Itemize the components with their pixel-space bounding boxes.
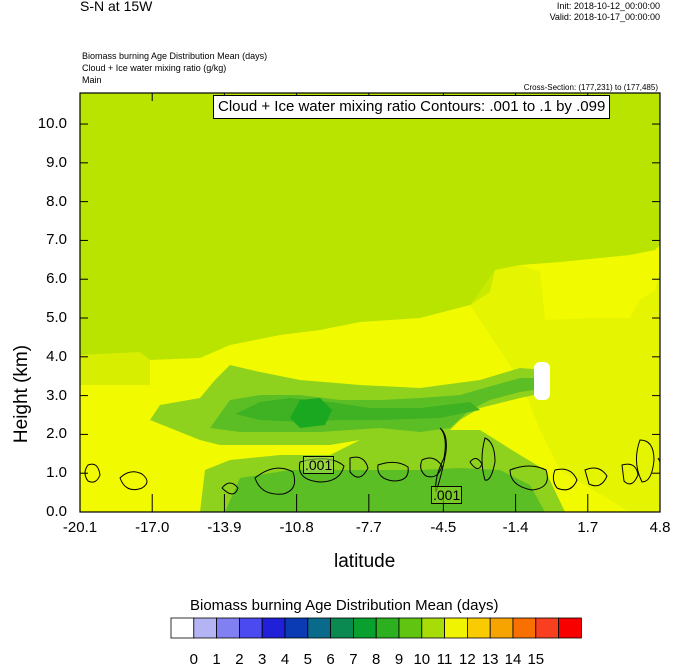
y-tick-label: 1.0 (46, 464, 67, 482)
colorbar-tick-label: 12 (459, 651, 476, 668)
page-title: S-N at 15W (80, 0, 153, 14)
y-tick-label: 9.0 (46, 153, 67, 171)
colorbar-tick-label: 1 (212, 651, 221, 668)
y-tick-label: 4.0 (46, 347, 67, 365)
contour-label: .001 (431, 486, 463, 504)
cross-section-label: Cross-Section: (177,231) to (177,485) (523, 83, 658, 92)
colorbar-tick-label: 2 (235, 651, 244, 668)
field-contour: Cloud + Ice water mixing ratio (g/kg) (82, 63, 227, 73)
colorbar-tick-label: 14 (504, 651, 522, 668)
x-tick-label: -20.1 (62, 519, 98, 536)
y-tick-label: 5.0 (46, 309, 67, 327)
time-info: Init: 2018-10-12_00:00:00 Valid: 2018-10… (550, 1, 660, 23)
colorbar-tick-label: 5 (303, 651, 312, 668)
colorbar-title: Biomass burning Age Distribution Mean (d… (190, 597, 499, 614)
colorbar-tick-label: 9 (394, 651, 404, 668)
contour-legend-label: Cloud + Ice water mixing ratio Contours:… (213, 95, 611, 119)
x-tick-label: 4.8 (649, 519, 671, 536)
colorbar-tick-label: 13 (481, 651, 499, 668)
colorbar-tick-label: 10 (413, 651, 431, 668)
colorbar-tick-label: 15 (527, 651, 545, 668)
heatmap-fill (80, 93, 660, 512)
x-tick-label: -13.9 (207, 519, 242, 536)
y-tick-label: 6.0 (46, 270, 67, 288)
init-time: Init: 2018-10-12_00:00:00 (556, 1, 660, 11)
valid-time: Valid: 2018-10-17_00:00:00 (549, 12, 660, 22)
colorbar-tick-label: 6 (326, 651, 335, 668)
x-tick-label: -17.0 (135, 519, 170, 536)
x-tick-label: -1.4 (502, 519, 529, 536)
x-tick-label: 1.7 (577, 519, 599, 536)
x-tick-label: -10.8 (279, 519, 314, 536)
x-tick-label: -4.5 (430, 519, 457, 536)
colorbar-tick-label: 0 (189, 651, 198, 668)
plot-frame (79, 92, 661, 513)
y-tick-label: 0.0 (46, 503, 67, 520)
field-info: Biomass burning Age Distribution Mean (d… (82, 50, 267, 86)
colorbar-tick-label: 3 (258, 651, 267, 668)
field-domain: Main (82, 75, 102, 85)
y-tick-label: 8.0 (46, 192, 67, 210)
x-axis-label: latitude (334, 551, 396, 572)
contour-label: .001 (303, 456, 335, 474)
field-primary: Biomass burning Age Distribution Mean (d… (82, 51, 268, 61)
colorbar-tick-label: 8 (372, 651, 381, 668)
y-tick-label: 3.0 (46, 386, 67, 404)
colorbar-tick-label: 11 (436, 651, 453, 668)
y-tick-label: 7.0 (46, 231, 67, 249)
y-tick-label: 2.0 (46, 425, 67, 443)
colorbar-tick-label: 4 (280, 651, 290, 668)
y-tick-label: 10.0 (37, 115, 67, 133)
colorbar-tick-label: 7 (349, 651, 358, 668)
x-tick-label: -7.7 (355, 519, 382, 536)
